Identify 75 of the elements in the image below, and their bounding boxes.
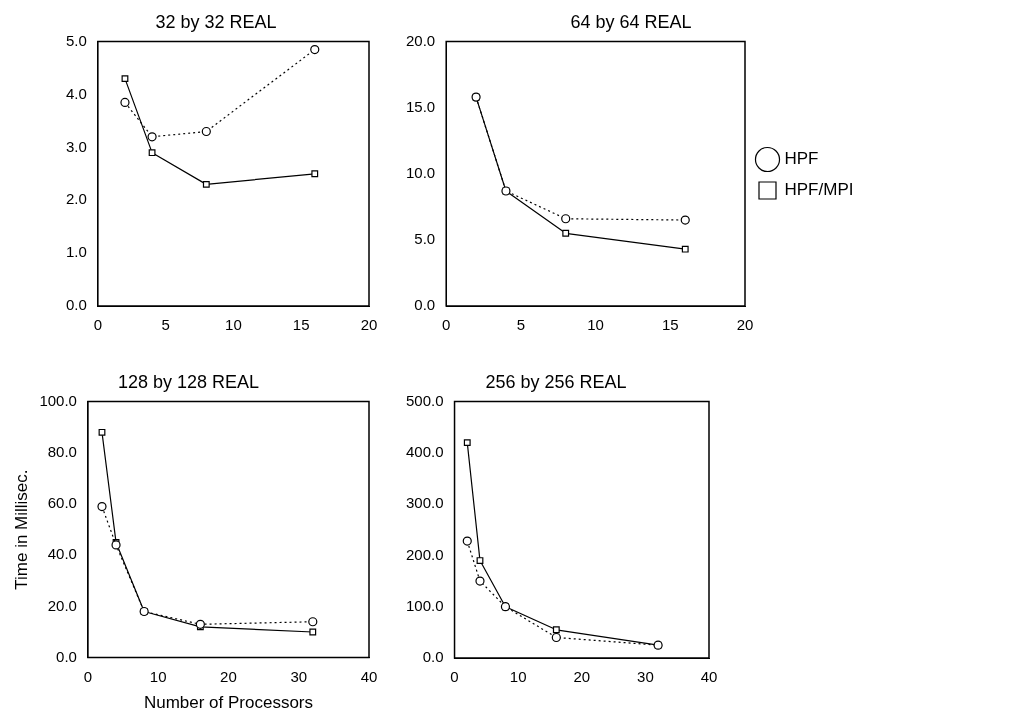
point [551,632,561,643]
y-tick-label: 4.0 [65,84,87,102]
point [120,97,130,108]
x-tick-label: 20 [220,667,237,685]
y-tick-label: 100.0 [39,391,77,409]
x-tick-label: 30 [637,668,654,686]
y-tick-label: 20.0 [405,31,436,49]
point [308,617,318,627]
y-tick-label: 10.0 [405,163,436,181]
y-tick-label: 2.0 [65,190,87,208]
point [462,536,472,546]
point [476,557,484,564]
chart-title: 128 by 128 REAL [117,371,260,392]
point [680,215,690,225]
y-tick-label: 500.0 [405,391,444,409]
y-tick-label: 0.0 [414,296,436,314]
x-tick-label: 20 [736,316,754,334]
point [98,428,106,436]
y-tick-label: 40.0 [47,545,77,563]
point [97,501,107,512]
y-tick-label: 20.0 [47,596,77,614]
y-tick-label: 400.0 [405,443,444,461]
x-tick-label: 20 [360,316,378,334]
x-tick-label: 10 [225,316,242,334]
point [121,75,129,83]
chart-title: 32 by 32 REAL [155,11,277,32]
point [111,540,121,550]
point [201,126,211,137]
point [310,44,320,55]
x-tick-label: 10 [587,316,604,334]
point [148,149,156,157]
x-tick-label: 10 [509,668,527,686]
y-tick-label: 0.0 [65,296,87,314]
y-tick-label: 200.0 [405,545,444,563]
x-tick-label: 15 [661,316,679,334]
point [195,619,205,629]
point [552,626,560,634]
y-tick-label: 100.0 [405,596,444,614]
x-tick-label: 10 [149,667,167,685]
y-tick-label: 300.0 [405,494,444,512]
point [463,439,471,447]
x-tick-label: 5 [161,316,170,334]
y-tick-label: 15.0 [405,97,436,115]
legend-label: HPF/MPI [784,180,854,200]
x-axis-title: Number of Processors [143,693,314,713]
y-tick-label: 5.0 [65,31,87,49]
point [475,576,485,586]
x-tick-label: 0 [450,668,459,686]
point [202,180,210,188]
point [147,132,157,142]
point [561,214,571,224]
point [309,628,317,636]
point [562,229,570,237]
point [311,170,319,178]
chart-title: 256 by 256 REAL [485,371,627,392]
x-tick-label: 40 [700,668,718,686]
point [681,245,689,253]
x-tick-label: 0 [93,316,103,334]
x-tick-label: 0 [83,667,93,685]
chart-title: 64 by 64 REAL [570,11,692,32]
x-tick-label: 40 [360,667,378,685]
y-tick-label: 5.0 [414,230,436,248]
legend-label: HPF [784,149,819,169]
y-tick-label: 0.0 [422,648,444,666]
x-tick-label: 15 [292,316,310,334]
x-tick-label: 5 [516,316,526,334]
y-axis-title: Time in Millisec. [11,469,31,590]
y-tick-label: 80.0 [47,442,77,460]
y-tick-label: 1.0 [65,243,87,261]
y-tick-label: 60.0 [47,494,77,512]
y-tick-label: 0.0 [56,647,77,665]
y-tick-label: 3.0 [65,137,87,155]
x-tick-label: 20 [573,668,591,686]
x-tick-label: 0 [442,316,451,334]
x-tick-label: 30 [290,667,308,685]
